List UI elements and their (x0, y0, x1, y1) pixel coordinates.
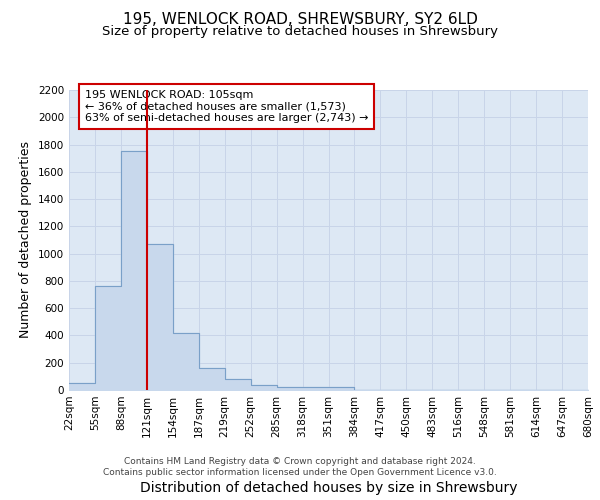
Text: 195 WENLOCK ROAD: 105sqm
← 36% of detached houses are smaller (1,573)
63% of sem: 195 WENLOCK ROAD: 105sqm ← 36% of detach… (85, 90, 368, 123)
Text: Size of property relative to detached houses in Shrewsbury: Size of property relative to detached ho… (102, 25, 498, 38)
Text: Distribution of detached houses by size in Shrewsbury: Distribution of detached houses by size … (140, 481, 518, 495)
Text: 195, WENLOCK ROAD, SHREWSBURY, SY2 6LD: 195, WENLOCK ROAD, SHREWSBURY, SY2 6LD (122, 12, 478, 28)
Text: Contains HM Land Registry data © Crown copyright and database right 2024.
Contai: Contains HM Land Registry data © Crown c… (103, 458, 497, 477)
Y-axis label: Number of detached properties: Number of detached properties (19, 142, 32, 338)
